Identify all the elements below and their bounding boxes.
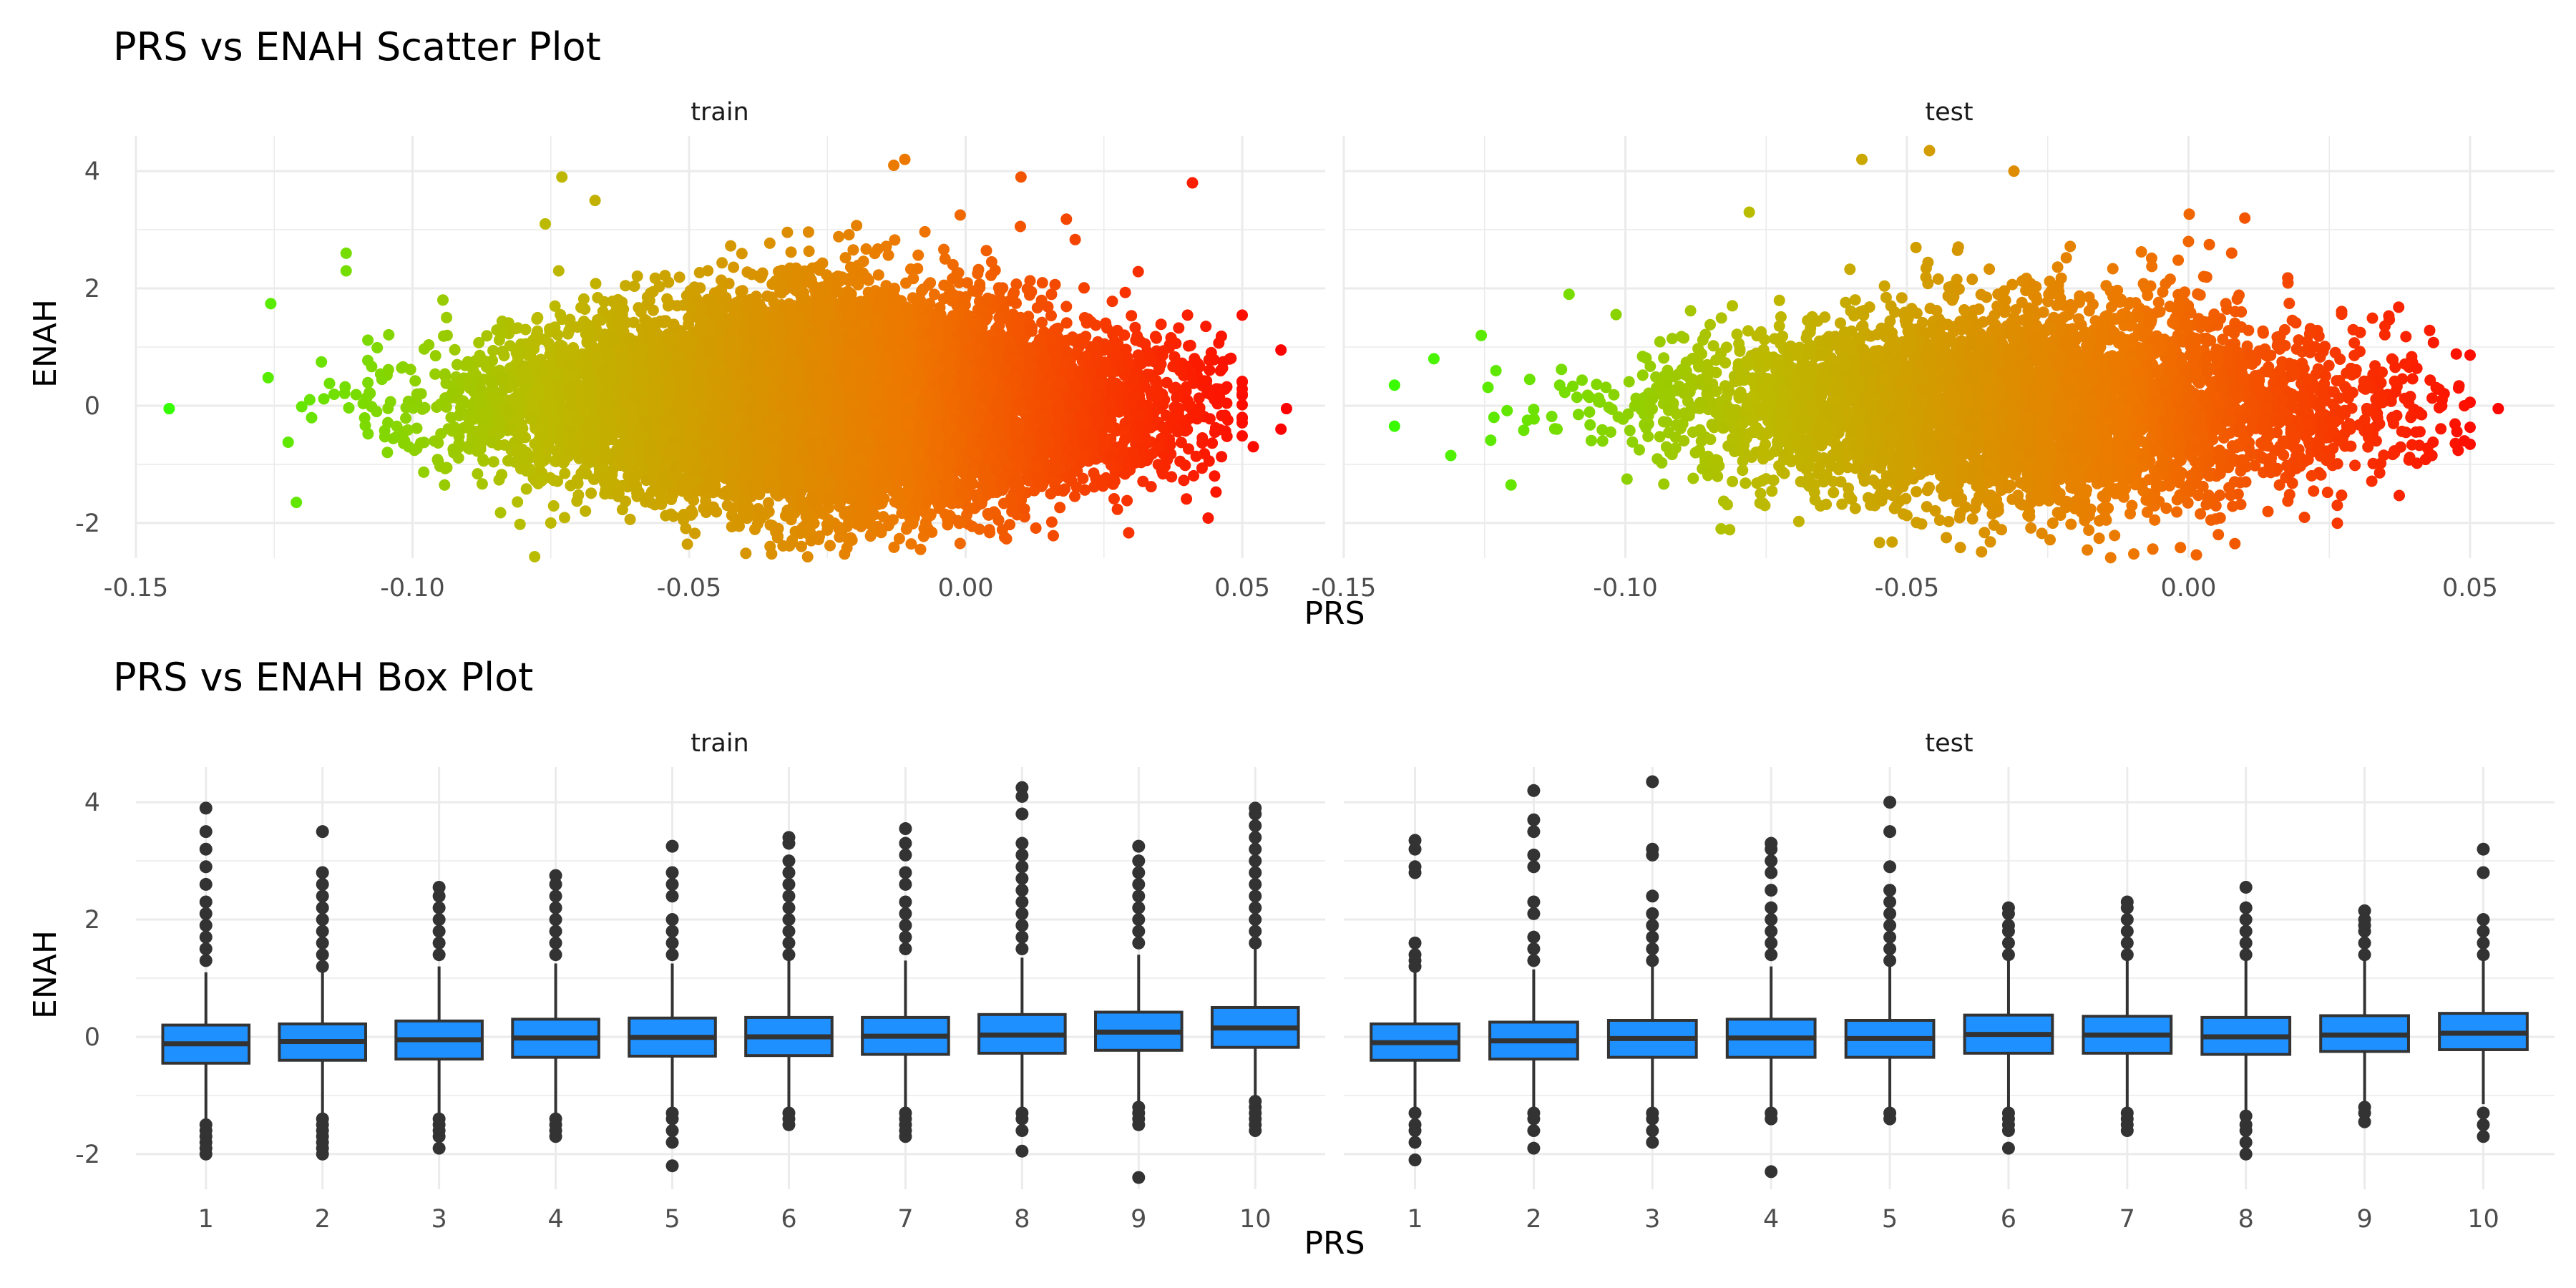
scatter-point [1193, 392, 1205, 404]
x-tick-label: 0.05 [1214, 574, 1270, 602]
scatter-point [400, 412, 412, 424]
scatter-point [1130, 334, 1142, 346]
x-tick-label: -0.05 [1875, 574, 1940, 602]
x-tick-label: -0.05 [657, 574, 722, 602]
scatter-title: PRS vs ENAH Scatter Plot [113, 24, 601, 69]
y-tick-label: 4 [84, 157, 100, 186]
scatter-point [1045, 516, 1058, 528]
scatter-point [796, 540, 807, 552]
scatter-point [409, 375, 421, 387]
scatter-point [262, 371, 274, 384]
scatter-point [847, 244, 859, 256]
scatter-point [1060, 301, 1073, 313]
scatter-x-ticks-test: -0.15 -0.10 -0.05 0.00 0.05 [1312, 574, 2498, 602]
y-tick-label: -2 [75, 509, 100, 538]
scatter-point [912, 249, 924, 261]
scatter-point [429, 350, 441, 362]
scatter-point [323, 377, 336, 389]
scatter-y-ticks: -2 0 2 4 [75, 157, 100, 538]
scatter-strip-train: train [691, 98, 748, 127]
scatter-point [362, 334, 374, 346]
scatter-point [1155, 318, 1167, 331]
scatter-point [1049, 278, 1061, 291]
scatter-point [376, 374, 388, 386]
scatter-point [571, 495, 583, 507]
scatter-point [502, 454, 514, 467]
x-tick-label: -0.15 [1312, 574, 1377, 602]
scatter-points-train [163, 153, 1292, 563]
scatter-point [1184, 339, 1196, 351]
scatter-point [429, 368, 441, 380]
x-tick-label: 0.05 [2442, 574, 2498, 602]
x-tick-label: -0.10 [380, 574, 445, 602]
scatter-point [736, 248, 748, 260]
scatter-point [1119, 286, 1131, 298]
x-tick-label: 0.00 [938, 574, 994, 602]
scatter-point [905, 538, 917, 550]
scatter-point [763, 237, 776, 249]
scatter-point [1178, 474, 1190, 487]
scatter-point [497, 346, 509, 357]
scatter-point [1213, 337, 1225, 349]
scatter-point [1106, 296, 1118, 308]
scatter-point [473, 336, 485, 348]
y-tick-label: 2 [84, 275, 100, 303]
scatter-point [520, 483, 532, 495]
scatter-point [673, 271, 686, 283]
scatter-point [919, 225, 931, 238]
scatter-point [740, 547, 752, 560]
scatter-point [423, 339, 435, 351]
y-tick-label: 0 [84, 392, 100, 421]
scatter-point [785, 246, 797, 258]
scatter-point [512, 496, 524, 508]
scatter-point [1173, 322, 1185, 334]
scatter-point [559, 512, 570, 524]
scatter-x-ticks-train: -0.15 -0.10 -0.05 0.00 0.05 [104, 574, 1270, 602]
scatter-point [580, 505, 592, 517]
scatter-point [476, 478, 488, 490]
scatter-point [487, 456, 499, 468]
scatter-point [833, 230, 845, 243]
scatter-point [869, 248, 881, 260]
scatter-strip-test: test [1925, 98, 1973, 127]
scatter-point [824, 540, 836, 552]
x-tick-label: 0.00 [2160, 574, 2216, 602]
x-tick-label: -0.10 [1593, 574, 1658, 602]
x-tick-label: -0.15 [104, 574, 169, 602]
scatter-point [624, 513, 636, 525]
scatter-point [303, 394, 316, 406]
scatter-point [1216, 451, 1228, 463]
scatter-point [481, 330, 493, 342]
scatter-point [728, 261, 740, 273]
